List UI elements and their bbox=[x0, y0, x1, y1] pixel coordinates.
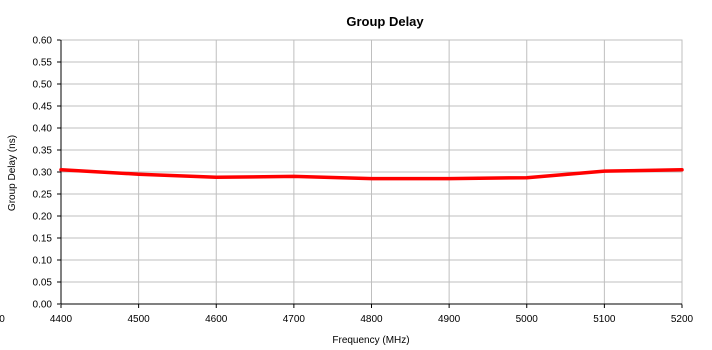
group-delay-series-line bbox=[59, 168, 684, 181]
x-tick-label: 5000 bbox=[516, 314, 539, 325]
x-tick-label: 5200 bbox=[671, 314, 694, 325]
y-tick-labels: 0.00 0.05 0.10 0.15 0.20 0.25 0.30 0.35 0.40 0.45… bbox=[33, 36, 53, 311]
x-tick-label: 4500 bbox=[128, 314, 151, 325]
y-tick-label: 0.05 bbox=[33, 278, 53, 289]
x-tick-label: 4600 bbox=[205, 314, 228, 325]
y-tick-label: 0.15 bbox=[33, 234, 53, 245]
y-tick-label: 0.00 bbox=[33, 300, 53, 311]
y-tick-label: 0.25 bbox=[33, 190, 53, 201]
y-tick-label: 0.20 bbox=[33, 212, 53, 223]
x-tick-label: 4800 bbox=[360, 314, 383, 325]
x-tick-label: 4700 bbox=[283, 314, 306, 325]
plot-frame bbox=[57, 39, 683, 308]
y-tick-label: 0.45 bbox=[33, 102, 53, 113]
y-tick-label: 0.35 bbox=[33, 146, 53, 157]
y-tick-label: 0.40 bbox=[33, 124, 53, 135]
x-tick-label: 4900 bbox=[438, 314, 461, 325]
x-tick-label: 5100 bbox=[593, 314, 616, 325]
y-tick-label: 0.30 bbox=[33, 168, 53, 179]
series-layer bbox=[59, 168, 684, 181]
y-tick-label: 0.10 bbox=[33, 256, 53, 267]
x-tick-label: 4400 bbox=[50, 314, 73, 325]
stray-x-tick-label: 0 bbox=[0, 314, 5, 325]
y-axis-label: Group Delay (ns) bbox=[7, 135, 18, 211]
chart-title: Group Delay bbox=[346, 14, 424, 29]
y-tick-label: 0.50 bbox=[33, 80, 53, 91]
x-tick-labels: 4400 4500 4600 4700 4800 4900 5000 5100 5200 bbox=[50, 314, 694, 325]
y-tick-label: 0.55 bbox=[33, 58, 53, 69]
y-tick-label: 0.60 bbox=[33, 36, 53, 47]
x-axis-label: Frequency (MHz) bbox=[332, 335, 409, 346]
